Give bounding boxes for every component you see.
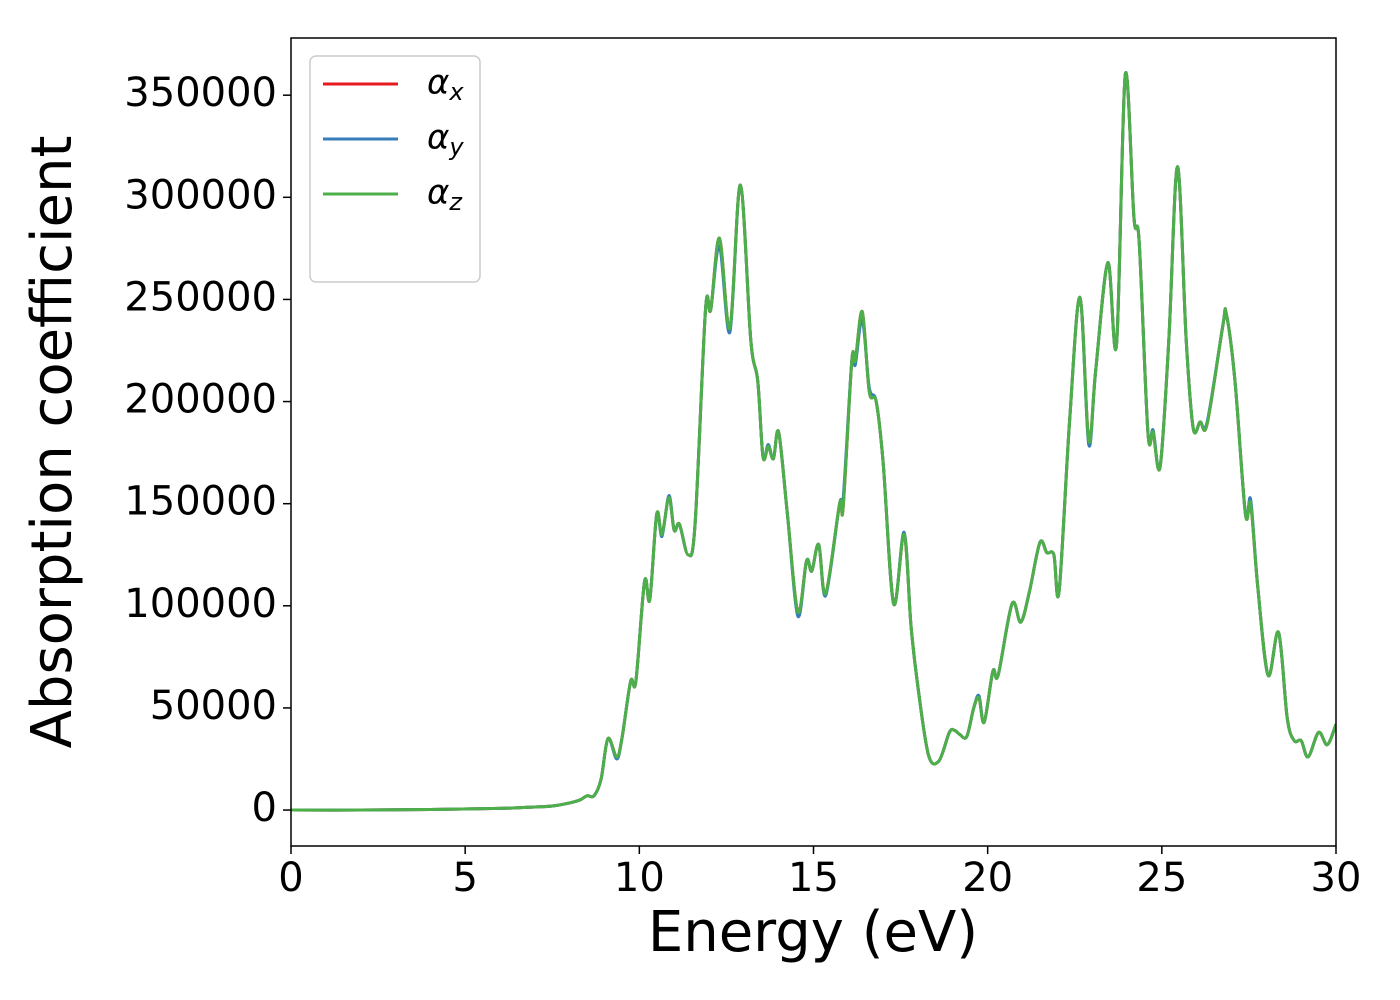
x-tick-label: 5 <box>452 855 477 901</box>
y-tick-label: 250000 <box>124 274 277 320</box>
legend-subscript: y <box>448 133 464 161</box>
line-series <box>291 71 1336 812</box>
x-tick-label: 20 <box>962 855 1013 901</box>
y-tick-label: 350000 <box>124 70 277 116</box>
y-tick-label: 0 <box>252 785 277 831</box>
x-tick-label: 10 <box>614 855 665 901</box>
y-tick-label: 150000 <box>124 479 277 525</box>
x-tick-label: 25 <box>1136 855 1187 901</box>
x-axis-label: Energy (eV) <box>648 900 978 965</box>
legend-subscript: x <box>448 78 464 106</box>
y-axis-label: Absorption coefficient <box>20 136 85 749</box>
y-tick-label: 100000 <box>124 581 277 627</box>
x-tick-label: 15 <box>788 855 839 901</box>
plot-frame <box>290 37 1337 847</box>
x-tick-label: 0 <box>278 855 303 901</box>
y-tick-label: 300000 <box>124 172 277 218</box>
y-tick-label: 200000 <box>124 377 277 423</box>
x-tick-label: 30 <box>1311 855 1362 901</box>
legend-subscript: z <box>448 188 463 216</box>
y-tick-label: 50000 <box>150 683 277 729</box>
legend-box <box>309 55 481 283</box>
